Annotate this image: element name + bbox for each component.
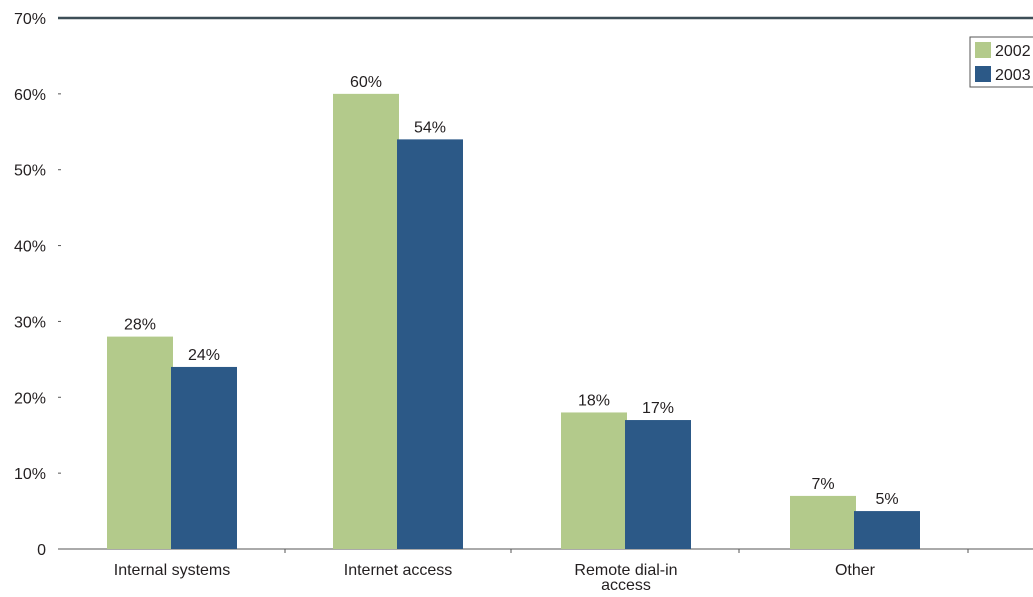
bar-2003-1 (397, 139, 463, 549)
data-label: 60% (350, 74, 382, 91)
y-tick-label: 70% (14, 11, 46, 28)
x-tick-label: Remote dial-in access (574, 562, 677, 592)
bar-2002-3 (790, 495, 856, 549)
legend-label: 2002 (995, 43, 1031, 60)
x-tick-label-line: Internet access (344, 562, 453, 579)
y-tick-label: 40% (14, 239, 46, 256)
data-label: 18% (578, 392, 610, 409)
y-tick-label: 10% (14, 466, 46, 483)
y-tick-label: 30% (14, 314, 46, 331)
x-tick-label-line: Other (835, 562, 876, 579)
y-tick-label: 60% (14, 87, 46, 104)
bar-2003-2 (625, 420, 691, 549)
x-tick-label-line: Remote dial-in (574, 562, 677, 579)
bar-2002-0 (107, 336, 173, 549)
x-tick-label: Internal systems (114, 562, 230, 579)
x-tick-label-line: access (601, 577, 651, 592)
legend: 2002 2003 (969, 36, 1033, 88)
data-label: 7% (811, 476, 834, 493)
y-tick-label: 50% (14, 163, 46, 180)
x-tick-label: Internet access (344, 562, 453, 579)
data-label: 28% (124, 317, 156, 334)
y-tick-label: 0 (37, 542, 46, 559)
y-tick-label: 20% (14, 390, 46, 407)
data-label: 17% (642, 400, 674, 417)
legend-swatch-2003 (975, 66, 991, 82)
bar-2003-3 (854, 511, 920, 549)
bar-2002-1 (333, 93, 399, 549)
bar-2003-0 (171, 366, 237, 549)
data-label: 5% (875, 491, 898, 508)
data-label: 54% (414, 119, 446, 136)
x-tick-label-line: Internal systems (114, 562, 230, 579)
data-labels: 28% 60% 18% 7% 24% 54% 17% 5% (124, 74, 899, 508)
x-tick-label: Other (835, 562, 876, 579)
data-label: 24% (188, 347, 220, 364)
legend-swatch-2002 (975, 42, 991, 58)
legend-label: 2003 (995, 67, 1031, 84)
bars (107, 93, 920, 549)
axes: 0 10% 20% 30% 40% 50% 60% 70% Internal systems In… (14, 11, 1033, 594)
bar-2002-2 (561, 412, 627, 549)
